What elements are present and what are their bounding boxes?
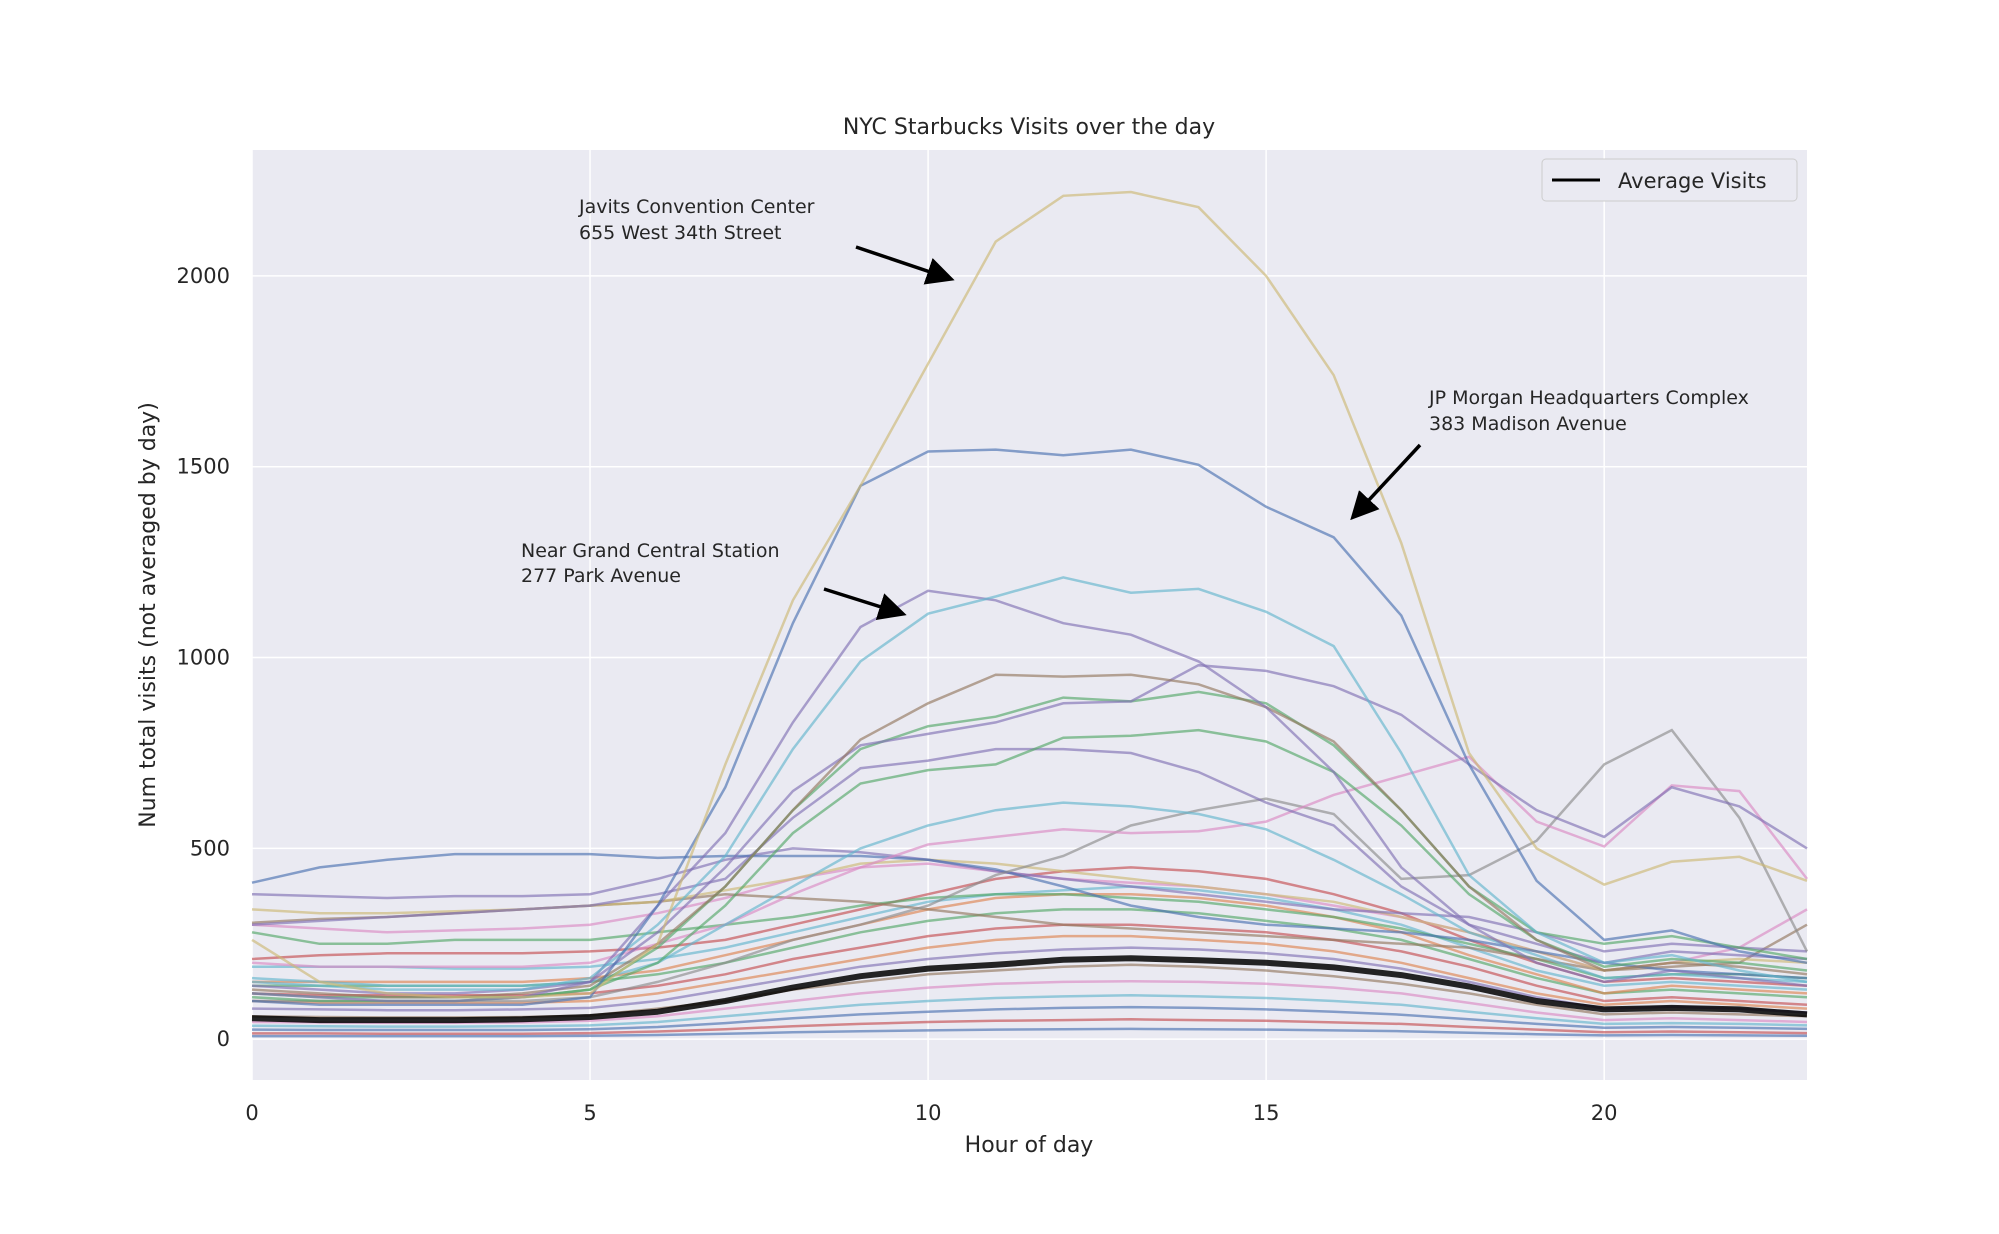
plot-background [252,150,1807,1080]
annotation-javits-arrow [855,245,955,285]
y-tick-label: 1000 [177,646,230,670]
store-series-line [252,885,1808,991]
y-axis-label: Num total visits (not averaged by day) [136,402,161,828]
store-series-line [251,994,1808,1028]
legend: Average Visits [1541,158,1798,202]
store-series-line [251,801,1808,987]
x-tick-label: 0 [245,1101,258,1125]
store-series-line [251,852,1808,980]
store-series-line [252,1027,1808,1038]
store-series-line [252,892,1808,995]
store-series-line [251,979,1808,1025]
store-series-line [251,190,1808,999]
store-series-line [251,747,1808,965]
average-visits-line [251,955,1808,1024]
store-series-line [251,448,1808,1007]
store-series-line [251,755,1808,968]
x-axis-label: Hour of day [965,1133,1094,1158]
store-series-line [251,946,1808,1014]
store-series-line [251,576,1808,991]
average-line-group [251,955,1808,1024]
y-tick-label: 1500 [177,455,230,479]
chart-title: NYC Starbucks Visits over the day [843,115,1215,140]
y-tick-label: 0 [217,1027,230,1051]
annotation-javits-name: Javits Convention Center [578,196,815,218]
annotation-grand-central: Near Grand Central Station 277 Park Aven… [521,540,907,621]
y-tick-label: 500 [190,836,230,860]
x-tick-label: 20 [1591,1101,1618,1125]
x-tick-label: 15 [1253,1101,1280,1125]
store-series-line [251,923,1808,1007]
annotation-javits-address: 655 West 34th Street [579,222,782,244]
x-tick-label: 5 [583,1101,596,1125]
x-tick-label: 10 [915,1101,942,1125]
store-series-line [251,673,1808,999]
annotation-jp-morgan: JP Morgan Headquarters Complex 383 Madis… [1350,387,1749,521]
annotation-grand-central-address: 277 Park Avenue [521,565,681,587]
store-series-line [252,728,1809,1003]
store-series-line [252,1018,1808,1036]
store-series-line [251,1005,1808,1032]
annotation-grand-central-arrow [823,587,907,621]
annotation-jp-morgan-address: 383 Madison Avenue [1429,413,1627,435]
y-tick-label: 2000 [177,264,230,288]
legend-label: Average Visits [1618,169,1767,193]
annotation-javits: Javits Convention Center 655 West 34th S… [578,196,955,285]
tick-labels: 0 5 10 15 20 0 500 1000 1500 2000 [177,264,1618,1125]
series-lines [251,190,1809,1038]
legend-box [1541,158,1798,202]
annotation-grand-central-name: Near Grand Central Station [521,540,780,562]
annotation-jp-morgan-arrow [1350,443,1422,521]
annotation-jp-morgan-name: JP Morgan Headquarters Complex [1428,387,1749,409]
store-series-line [251,934,1808,1010]
